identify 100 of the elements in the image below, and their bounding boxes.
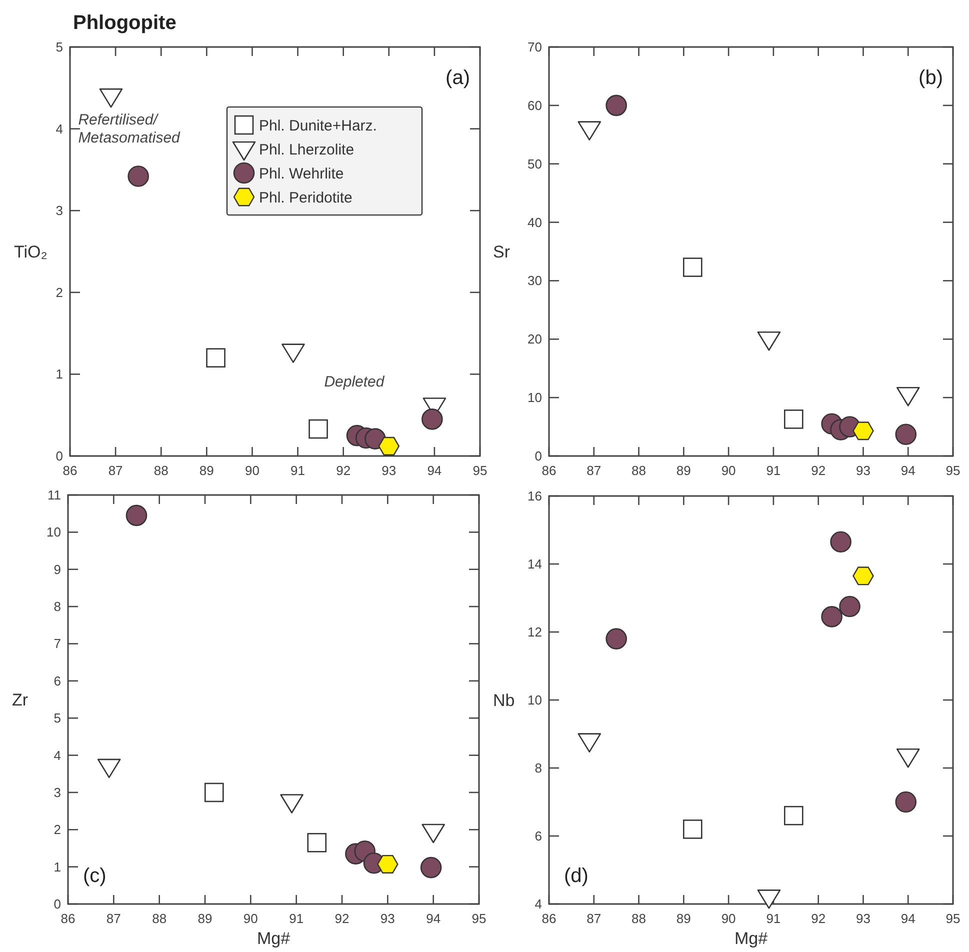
y-tick-label: 16: [528, 488, 542, 504]
point: [821, 606, 842, 628]
y-axis-title: Sr: [493, 242, 510, 262]
x-tick-label: 93: [380, 911, 395, 926]
x-tick-label: 87: [108, 463, 123, 478]
point: [420, 856, 442, 878]
point: [204, 782, 224, 802]
y-tick-label: 0: [54, 896, 61, 912]
annotation: Refertilised/ Metasomatised: [78, 112, 181, 147]
y-tick-label: 20: [528, 332, 542, 347]
point: [784, 410, 804, 429]
x-tick-label: 93: [856, 463, 870, 478]
x-tick-label: 90: [721, 463, 736, 478]
y-tick-label: 0: [534, 448, 542, 464]
x-tick-label: 92: [334, 911, 350, 926]
y-tick-label: 5: [56, 40, 63, 54]
x-tick-label: 88: [632, 463, 646, 478]
annotation: Depleted: [324, 373, 385, 390]
x-tick-label: 92: [811, 463, 826, 478]
point: [99, 88, 123, 108]
x-tick-label: 94: [426, 911, 441, 926]
y-tick-label: 2: [54, 822, 61, 838]
y-tick-label: 11: [48, 488, 61, 502]
x-tick-label: 90: [243, 911, 258, 926]
legend-label: Phl. Dunite+Harz.: [259, 118, 377, 134]
y-tick-label: 10: [528, 692, 542, 708]
chart-title: Phlogopite: [73, 12, 176, 34]
x-tick-label: 89: [676, 463, 691, 478]
annotation: (a): [446, 67, 470, 89]
x-tick-label: 86: [542, 911, 556, 926]
y-axis-title: TiO₂: [14, 242, 48, 262]
x-tick-label: 88: [154, 463, 168, 478]
x-tick-label: 88: [152, 911, 167, 926]
x-tick-label: 91: [289, 911, 304, 926]
annotation: (d): [564, 865, 588, 887]
y-tick-label: 1: [54, 859, 61, 874]
y-tick-label: 12: [528, 624, 542, 640]
x-tick-label: 91: [766, 463, 781, 478]
annotation: (c): [83, 865, 106, 887]
y-tick-label: 4: [54, 748, 61, 763]
point: [784, 806, 804, 826]
x-tick-label: 95: [946, 911, 960, 926]
point: [128, 166, 149, 187]
y-tick-label: 2: [56, 284, 63, 300]
x-axis-title: Mg#: [256, 929, 291, 948]
x-tick-label: 94: [427, 463, 442, 478]
point: [606, 94, 627, 116]
point: [308, 419, 328, 439]
annotation: (b): [918, 67, 943, 89]
x-axis-title: Mg#: [734, 929, 768, 948]
y-tick-label: 60: [528, 98, 542, 113]
point: [378, 436, 400, 456]
x-tick-label: 86: [60, 911, 76, 926]
point: [852, 422, 874, 440]
point: [606, 628, 627, 650]
x-tick-label: 89: [199, 463, 214, 478]
x-tick-label: 94: [900, 463, 916, 478]
point: [682, 820, 702, 839]
point: [126, 504, 148, 526]
y-tick-label: 6: [534, 828, 542, 844]
point: [830, 531, 852, 553]
y-tick-label: 5: [54, 710, 61, 726]
y-tick-label: 50: [528, 156, 542, 172]
x-tick-label: 87: [586, 463, 602, 478]
x-tick-label: 91: [290, 463, 306, 478]
x-tick-label: 92: [811, 911, 826, 926]
y-tick-label: 7: [54, 636, 61, 652]
y-tick-label: 1: [56, 366, 63, 382]
x-tick-label: 92: [336, 463, 351, 478]
y-tick-label: 4: [56, 121, 63, 136]
x-tick-label: 95: [472, 911, 486, 926]
legend-label: Phl. Wehrlite: [259, 166, 344, 182]
x-tick-label: 90: [721, 911, 736, 926]
x-tick-label: 87: [106, 911, 121, 926]
y-tick-label: 9: [54, 562, 61, 577]
y-tick-label: 8: [54, 599, 61, 614]
point: [682, 258, 702, 277]
y-tick-label: 30: [528, 273, 542, 288]
point: [839, 596, 860, 618]
y-tick-label: 4: [534, 896, 542, 912]
y-tick-label: 10: [46, 524, 61, 540]
x-tick-label: 93: [382, 463, 396, 478]
point: [895, 791, 917, 813]
x-tick-label: 93: [856, 911, 870, 926]
x-tick-label: 88: [632, 911, 646, 926]
point: [307, 833, 327, 852]
point: [422, 408, 443, 430]
y-tick-label: 6: [54, 673, 61, 688]
y-tick-label: 3: [54, 784, 61, 800]
y-tick-label: 0: [56, 448, 63, 464]
point: [852, 566, 874, 586]
y-axis-title: Zr: [12, 690, 28, 710]
y-tick-label: 3: [56, 203, 63, 218]
legend-label: Phl. Peridotite: [259, 190, 352, 206]
point: [206, 348, 226, 368]
y-tick-label: 14: [528, 556, 542, 572]
legend-label: Phl. Lherzolite: [259, 142, 354, 158]
point: [895, 424, 917, 446]
x-tick-label: 86: [542, 463, 556, 478]
y-axis-title: Nb: [493, 691, 515, 710]
